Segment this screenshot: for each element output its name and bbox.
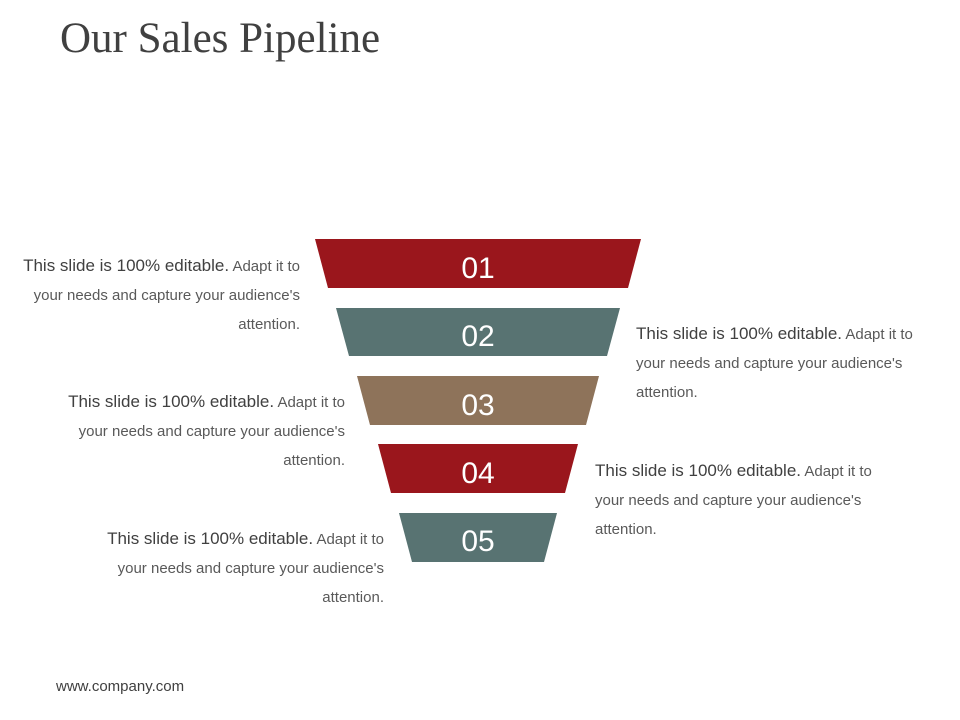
funnel-stage-4-shape: [378, 444, 578, 493]
caption-stage-2: This slide is 100% editable. Adapt it to…: [636, 319, 926, 407]
funnel-stage-2: 02: [336, 308, 620, 356]
funnel-stage-5: 05: [399, 513, 557, 562]
caption-stage-5-body: Adapt it to your needs and capture your …: [117, 531, 384, 606]
caption-stage-3: This slide is 100% editable. Adapt it to…: [55, 387, 345, 475]
funnel-stage-4-number: 04: [461, 457, 494, 490]
caption-stage-4: This slide is 100% editable. Adapt it to…: [595, 456, 885, 544]
caption-stage-3-lead: This slide is 100% editable.: [68, 392, 275, 411]
slide-title: Our Sales Pipeline: [60, 15, 381, 62]
footer-url: www.company.com: [56, 678, 185, 695]
caption-stage-2-body: Adapt it to your needs and capture your …: [636, 326, 913, 401]
caption-stage-5-lead: This slide is 100% editable.: [107, 529, 314, 548]
caption-stage-4-lead: This slide is 100% editable.: [595, 461, 802, 480]
funnel-stage-4: 04: [378, 444, 578, 493]
funnel-stage-5-shape: [399, 513, 557, 562]
caption-stage-1: This slide is 100% editable. Adapt it to…: [10, 251, 300, 339]
funnel-stage-1-shape: [315, 239, 641, 288]
caption-stage-1-lead: This slide is 100% editable.: [23, 256, 230, 275]
caption-stage-3-body: Adapt it to your needs and capture your …: [78, 394, 345, 469]
funnel-stage-3-shape: [357, 376, 599, 425]
caption-stage-1-body: Adapt it to your needs and capture your …: [33, 258, 300, 333]
caption-stage-4-body: Adapt it to your needs and capture your …: [595, 463, 872, 538]
caption-stage-5: This slide is 100% editable. Adapt it to…: [94, 524, 384, 612]
funnel-stage-1-number: 01: [461, 252, 494, 285]
funnel-stage-3-number: 03: [461, 389, 494, 422]
funnel-stage-2-shape: [336, 308, 620, 356]
funnel-stage-2-number: 02: [461, 320, 494, 353]
funnel-stage-3: 03: [357, 376, 599, 425]
funnel-stage-1: 01: [315, 239, 641, 288]
caption-stage-2-lead: This slide is 100% editable.: [636, 324, 843, 343]
funnel-stage-5-number: 05: [461, 525, 494, 558]
